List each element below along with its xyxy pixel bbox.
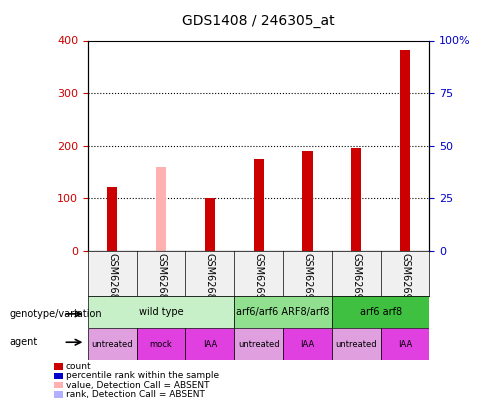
Text: value, Detection Call = ABSENT: value, Detection Call = ABSENT bbox=[66, 381, 209, 390]
FancyBboxPatch shape bbox=[234, 328, 283, 360]
Text: GDS1408 / 246305_at: GDS1408 / 246305_at bbox=[183, 14, 335, 28]
Text: IAA: IAA bbox=[300, 340, 315, 349]
Text: rank, Detection Call = ABSENT: rank, Detection Call = ABSENT bbox=[66, 390, 205, 399]
FancyBboxPatch shape bbox=[88, 328, 137, 360]
Text: genotype/variation: genotype/variation bbox=[10, 309, 102, 319]
Bar bbox=[107, 187, 117, 251]
Text: arf6/arf6 ARF8/arf8: arf6/arf6 ARF8/arf8 bbox=[236, 307, 330, 317]
Text: count: count bbox=[66, 362, 92, 371]
FancyBboxPatch shape bbox=[381, 328, 429, 360]
Bar bbox=[351, 149, 361, 251]
Bar bbox=[204, 198, 215, 251]
FancyBboxPatch shape bbox=[283, 328, 332, 360]
Text: GSM62691: GSM62691 bbox=[303, 254, 312, 306]
Text: GSM62687: GSM62687 bbox=[107, 254, 117, 306]
FancyBboxPatch shape bbox=[185, 328, 234, 360]
Text: untreated: untreated bbox=[91, 340, 133, 349]
FancyBboxPatch shape bbox=[332, 296, 429, 328]
FancyBboxPatch shape bbox=[332, 328, 381, 360]
Bar bbox=[302, 151, 312, 251]
Text: mock: mock bbox=[150, 340, 172, 349]
Text: arf6 arf8: arf6 arf8 bbox=[360, 307, 402, 317]
Text: percentile rank within the sample: percentile rank within the sample bbox=[66, 371, 219, 380]
Text: GSM62692: GSM62692 bbox=[351, 254, 361, 306]
Bar bbox=[254, 159, 264, 251]
Text: agent: agent bbox=[10, 337, 38, 347]
Text: GSM62693: GSM62693 bbox=[400, 254, 410, 306]
Text: IAA: IAA bbox=[203, 340, 217, 349]
Text: GSM62688: GSM62688 bbox=[205, 254, 215, 306]
Text: untreated: untreated bbox=[335, 340, 377, 349]
FancyBboxPatch shape bbox=[137, 328, 185, 360]
Bar bbox=[156, 167, 166, 251]
Text: GSM62689: GSM62689 bbox=[156, 254, 166, 306]
FancyBboxPatch shape bbox=[88, 296, 234, 328]
Text: IAA: IAA bbox=[398, 340, 412, 349]
Text: wild type: wild type bbox=[139, 307, 183, 317]
FancyBboxPatch shape bbox=[234, 296, 332, 328]
Text: untreated: untreated bbox=[238, 340, 280, 349]
Text: GSM62690: GSM62690 bbox=[254, 254, 264, 306]
Bar bbox=[400, 50, 410, 251]
